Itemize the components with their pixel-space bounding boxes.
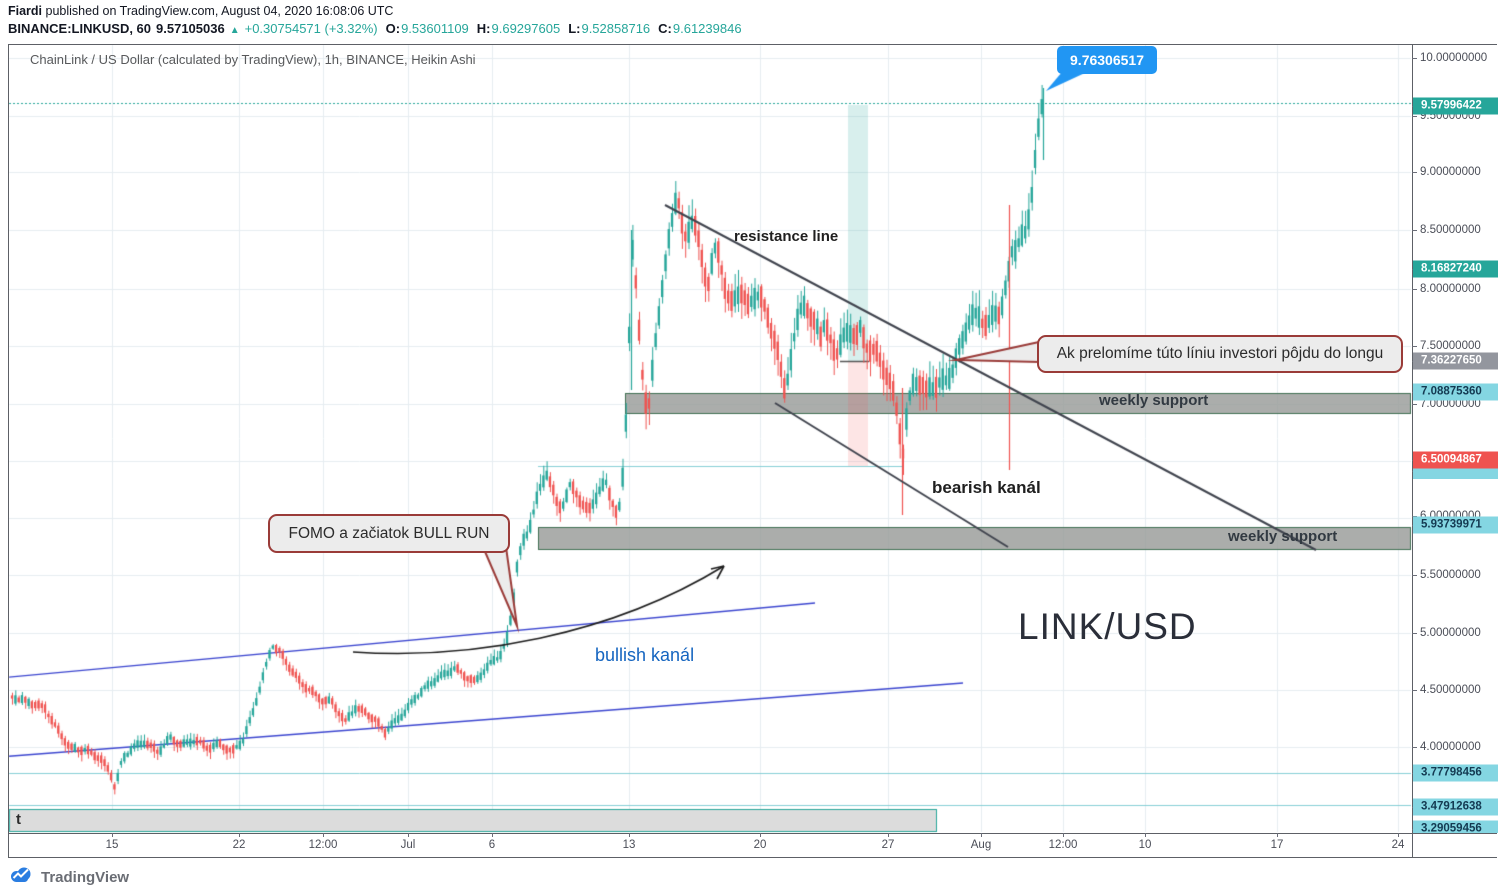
weekly-support-label-1[interactable]: weekly support — [1099, 392, 1209, 409]
time-tick-label: 27 — [881, 839, 895, 851]
time-tick-mark — [112, 833, 113, 837]
time-axis[interactable]: 15 22 12:00 Jul 6 13 20 27 Aug 12:00 10 17 24 — [8, 833, 1492, 857]
price-tick-label: 4.00000000 — [1420, 741, 1481, 753]
time-tick-label: 12:00 — [308, 839, 338, 851]
author-name: Fiardi — [8, 4, 43, 18]
time-tick-label: 24 — [1391, 839, 1405, 851]
price-tick-mark — [1412, 58, 1417, 59]
time-tick-mark — [1063, 833, 1064, 837]
price-badge-teal: 9.57996422 — [1413, 97, 1498, 115]
tradingview-cloud-icon — [8, 865, 34, 890]
ticker-segment: L: — [568, 21, 581, 36]
price-tick-mark — [1412, 346, 1417, 347]
time-tick-mark — [1145, 833, 1146, 837]
attribution-line: Fiardi published on TradingView.com, Aug… — [8, 4, 393, 18]
ticker-segment: O: — [385, 21, 401, 36]
time-tick-label: 20 — [753, 839, 767, 851]
ticker-segment: 9.57105036 — [156, 21, 225, 36]
breakout-note-callout[interactable]: Ak prelomíme túto líniu investori pôjdu … — [1037, 335, 1403, 373]
time-tick-mark — [492, 833, 493, 837]
time-tick-mark — [239, 833, 240, 837]
price-tick-label: 7.00000000 — [1420, 398, 1481, 410]
time-tick-label: Jul — [400, 839, 416, 851]
time-tick-label: 15 — [105, 839, 119, 851]
time-tick-label: 17 — [1270, 839, 1284, 851]
time-tick-label: 10 — [1138, 839, 1152, 851]
price-tick-mark — [1412, 172, 1417, 173]
price-tick-label: 10.00000000 — [1420, 52, 1488, 64]
chart-title: ChainLink / US Dollar (calculated by Tra… — [30, 52, 476, 67]
price-tick-label: 9.00000000 — [1420, 166, 1481, 178]
chart-border-bottom — [8, 857, 1497, 858]
time-tick-mark — [981, 833, 982, 837]
bearish-channel-label[interactable]: bearish kanál — [932, 478, 1041, 497]
price-axis-separator — [1412, 44, 1413, 858]
time-tick-mark — [1398, 833, 1399, 837]
price-tick-mark — [1412, 404, 1417, 405]
high-price-callout[interactable]: 9.76306517 — [1057, 46, 1157, 74]
price-tick-label: 5.00000000 — [1420, 627, 1481, 639]
ticker-segment: 9.53601109 — [401, 21, 469, 36]
price-badge-teal: 8.16827240 — [1413, 260, 1498, 278]
time-tick-label: Aug — [970, 839, 992, 851]
price-tick-mark — [1412, 575, 1417, 576]
price-tick-label: 5.50000000 — [1420, 569, 1481, 581]
brand-name: TradingView — [41, 869, 130, 886]
price-badge-blue: 3.77798456 — [1413, 764, 1498, 782]
price-axis[interactable]: 10.00000000 9.57996422 9.50000000 9.0000000… — [1412, 44, 1500, 833]
price-tick-mark — [1412, 747, 1417, 748]
price-badge-blue: 3.29059456 — [1413, 820, 1498, 833]
time-tick-label: 12:00 — [1048, 839, 1078, 851]
price-tick-label: 4.50000000 — [1420, 684, 1481, 696]
price-badge-blue: 5.93739971 — [1413, 516, 1498, 534]
time-tick-mark — [629, 833, 630, 837]
time-tick-mark — [1277, 833, 1278, 837]
time-axis-separator — [8, 833, 1497, 834]
price-tick-mark — [1412, 116, 1417, 117]
ticker-segment: +0.30754571 (+3.32%) — [244, 21, 378, 36]
price-tick-label: 8.00000000 — [1420, 283, 1481, 295]
price-tick-mark — [1412, 633, 1417, 634]
partial-text-label: t — [16, 811, 21, 828]
price-tick-mark — [1412, 690, 1417, 691]
ticker-segment: 9.69297605 — [491, 21, 561, 36]
ticker-line: BINANCE:LINKUSD, 60 9.57105036 ▲ +0.3075457… — [8, 21, 747, 36]
ticker-segment: ▲ — [229, 25, 240, 36]
price-badge-gray: 7.36227650 — [1413, 352, 1498, 370]
fomo-callout[interactable]: FOMO a začiatok BULL RUN — [268, 514, 510, 553]
time-tick-mark — [408, 833, 409, 837]
time-tick-label: 22 — [232, 839, 246, 851]
price-tick-mark — [1412, 230, 1417, 231]
attribution-text: published on TradingView.com, August 04,… — [42, 4, 394, 18]
ticker-segment: 9.52858716 — [581, 21, 651, 36]
price-tick-label: 7.50000000 — [1420, 340, 1481, 352]
ticker-segment: BINANCE:LINKUSD, 60 — [8, 21, 152, 36]
tradingview-logo[interactable]: TradingView — [8, 865, 129, 890]
time-tick-mark — [760, 833, 761, 837]
time-tick-label: 13 — [622, 839, 636, 851]
price-tick-label: 8.50000000 — [1420, 224, 1481, 236]
price-badge-red: 6.50094867 — [1413, 451, 1498, 469]
price-tick-mark — [1412, 289, 1417, 290]
weekly-support-label-2[interactable]: weekly support — [1228, 528, 1338, 545]
chart-border-top — [8, 44, 1497, 45]
resistance-line-label[interactable]: resistance line — [734, 228, 839, 245]
watermark-symbol: LINK/USD — [1018, 606, 1197, 647]
time-tick-mark — [888, 833, 889, 837]
ticker-segment: 9.61239846 — [672, 21, 742, 36]
time-tick-mark — [323, 833, 324, 837]
ticker-segment: C: — [658, 21, 672, 36]
chart-border-left — [8, 44, 9, 858]
price-badge-blue: 7.08875360 — [1413, 383, 1498, 401]
time-tick-label: 6 — [488, 839, 496, 851]
price-badge-blue: 3.47912638 — [1413, 798, 1498, 816]
bullish-channel-label[interactable]: bullish kanál — [595, 645, 695, 665]
ticker-segment: H: — [476, 21, 491, 36]
